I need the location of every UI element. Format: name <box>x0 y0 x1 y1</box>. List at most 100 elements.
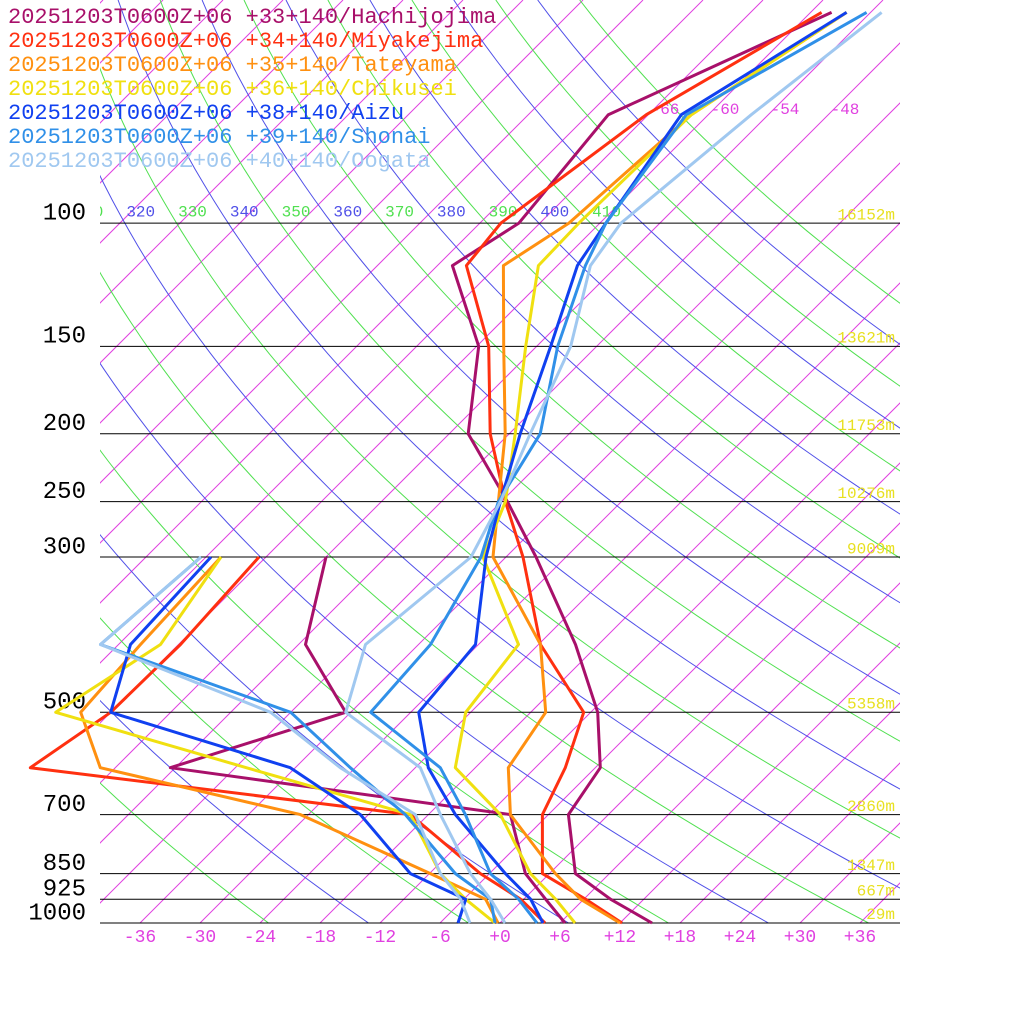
height-label: 2860m <box>847 798 895 816</box>
isotherm <box>859 882 900 923</box>
height-label: 667m <box>857 883 895 901</box>
legend-entry: 20251203T0600Z+06 +36+140/Chikusei <box>8 77 457 102</box>
adiabat-label: 320 <box>126 203 155 221</box>
temperature-line <box>417 11 848 924</box>
isotherm <box>100 0 884 784</box>
x-tick-label: -12 <box>364 928 396 948</box>
x-tick-label: +18 <box>664 928 696 948</box>
x-tick-label: +24 <box>724 928 756 948</box>
dry-adiabat <box>201 0 900 695</box>
temperature-line <box>369 11 868 924</box>
x-tick-label: -18 <box>304 928 336 948</box>
adiabat-label: 310 <box>75 203 104 221</box>
height-label: 1347m <box>847 857 895 875</box>
x-tick-label: +36 <box>844 928 876 948</box>
isotherm <box>259 282 900 923</box>
dry-adiabat <box>243 0 900 649</box>
isotherm <box>319 342 900 923</box>
adiabat-label: 350 <box>282 203 311 221</box>
dry-adiabat <box>411 0 900 472</box>
dry-adiabat <box>369 0 900 515</box>
y-tick-label: 150 <box>43 324 86 351</box>
isotherm <box>499 522 900 923</box>
x-tick-label: +30 <box>784 928 816 948</box>
height-label: 16152m <box>837 206 895 224</box>
dry-adiabat <box>100 271 869 923</box>
height-label: 9009m <box>847 540 895 558</box>
isotherm <box>100 0 344 244</box>
y-tick-label: 700 <box>43 792 86 819</box>
isotherm-label: -66 <box>651 101 680 119</box>
isotherm-label: -48 <box>831 101 860 119</box>
axes: 1000 29m 925 667m 850 1347m 700 2860m 500 5358m 30… <box>28 200 900 948</box>
adiabat-label: 340 <box>230 203 259 221</box>
temperature-line <box>464 11 823 925</box>
legend-entry: 20251203T0600Z+06 +33+140/Hachijojima <box>8 5 496 30</box>
y-tick-label: 300 <box>43 534 86 561</box>
dewpoint-line <box>99 555 472 924</box>
y-tick-label: 200 <box>43 411 86 438</box>
height-label: 11753m <box>837 417 895 435</box>
dry-adiabat <box>100 617 469 923</box>
y-tick-label: 250 <box>43 479 86 506</box>
height-label: 10276m <box>837 485 895 503</box>
dry-adiabat <box>100 174 900 889</box>
isotherm <box>559 582 900 923</box>
isotherm <box>100 0 404 304</box>
isotherm <box>739 762 900 923</box>
isotherm <box>439 462 900 923</box>
dry-adiabat <box>495 0 900 387</box>
dry-adiabat <box>285 0 900 604</box>
isotherm <box>679 702 900 923</box>
dewpoint-line <box>168 556 567 924</box>
isotherm <box>100 0 284 184</box>
height-label: 13621m <box>837 330 895 348</box>
adiabat-label: 400 <box>540 203 569 221</box>
temperature-line <box>491 11 848 925</box>
y-tick-label: 500 <box>43 690 86 717</box>
dry-adiabat <box>117 0 900 790</box>
isotherm <box>799 822 900 923</box>
isotherm <box>100 0 704 604</box>
dewpoint-line <box>109 555 468 924</box>
dry-adiabat <box>100 449 669 923</box>
soundings <box>28 11 883 925</box>
isotherm <box>100 0 524 424</box>
dry-adiabat <box>453 0 900 429</box>
y-tick-label: 1000 <box>28 900 86 927</box>
adiabat-label: 370 <box>385 203 414 221</box>
legend-entry: 20251203T0600Z+06 +38+140/Aizu <box>8 101 404 126</box>
isotherm <box>100 0 824 724</box>
x-tick-label: -30 <box>184 928 216 948</box>
isotherm <box>100 0 464 364</box>
x-tick-label: -24 <box>244 928 276 948</box>
temperature-line <box>450 11 833 925</box>
temperature-line <box>453 11 848 924</box>
legend-entry: 20251203T0600Z+06 +34+140/Miyakejima <box>8 29 483 54</box>
dry-adiabat <box>327 0 900 559</box>
height-label: 29m <box>866 906 895 924</box>
isotherm <box>100 0 764 664</box>
isotherm <box>100 102 900 904</box>
x-tick-label: +0 <box>489 928 511 948</box>
adiabat-label: 330 <box>178 203 207 221</box>
adiabat-label: 410 <box>592 203 621 221</box>
height-label: 5358m <box>847 696 895 714</box>
legend-entry: 20251203T0600Z+06 +39+140/Shonai <box>8 125 430 150</box>
adiabat-label: 380 <box>437 203 466 221</box>
x-tick-label: -6 <box>429 928 451 948</box>
dry-adiabat <box>100 362 769 923</box>
temperature-line <box>344 11 883 924</box>
legend-entry: 20251203T0600Z+06 +35+140/Tateyama <box>8 53 457 78</box>
dewpoint-line <box>54 556 496 925</box>
x-tick-label: +12 <box>604 928 636 948</box>
adiabat-label: 360 <box>333 203 362 221</box>
isotherm-label: -60 <box>711 101 740 119</box>
x-tick-label: +6 <box>549 928 571 948</box>
legend: 20251203T0600Z+06 +33+140/Hachijojima202… <box>8 5 496 174</box>
y-tick-label: 925 <box>43 877 86 904</box>
isotherm <box>379 402 900 923</box>
dry-adiabat <box>579 0 900 304</box>
dry-adiabat <box>537 0 900 346</box>
